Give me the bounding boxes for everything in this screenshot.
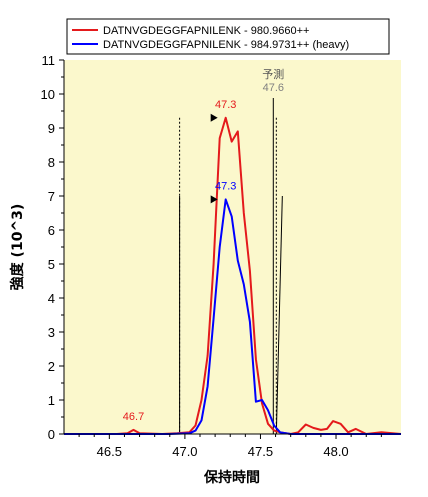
y-tick-label: 11 bbox=[42, 53, 56, 68]
predicted-value: 47.6 bbox=[263, 82, 284, 94]
x-axis-title: 保持時間 bbox=[203, 469, 260, 486]
y-axis-ticks: 0 1 2 3 4 5 6 7 8 9 10 11 bbox=[41, 53, 64, 442]
series-lines bbox=[64, 116, 402, 435]
x-tick-label: 48.0 bbox=[323, 444, 348, 459]
peak-arrow-icon bbox=[210, 113, 218, 122]
x-tick-label: 47.5 bbox=[248, 444, 273, 459]
legend-label-0: DATNVGDEGGFAPNILENK - 980.9660++ bbox=[103, 25, 309, 37]
peak-label: 47.3 bbox=[215, 180, 236, 192]
peak-arrow-icon bbox=[210, 195, 218, 204]
plot-area bbox=[64, 60, 401, 434]
x-tick-label: 47.0 bbox=[172, 444, 197, 459]
peak-boundary-solid bbox=[275, 195, 283, 435]
legend-box bbox=[66, 18, 390, 55]
y-tick-label: 2 bbox=[48, 359, 55, 374]
y-tick-label: 1 bbox=[48, 393, 55, 408]
series-line-1 bbox=[64, 198, 401, 435]
y-tick-label: 10 bbox=[41, 87, 55, 102]
y-tick-label: 8 bbox=[48, 155, 55, 170]
y-tick-label: 7 bbox=[48, 189, 55, 204]
y-tick-label: 3 bbox=[48, 325, 55, 340]
predicted-label: 予測 bbox=[262, 67, 284, 81]
y-axis-title: 強度 (10^3) bbox=[9, 204, 26, 291]
y-tick-label: 4 bbox=[48, 291, 55, 306]
legend: DATNVGDEGGFAPNILENK - 980.9660++ DATNVGDE… bbox=[66, 18, 390, 55]
peak-annotations: 46.7 47.3 47.3 bbox=[123, 99, 237, 423]
legend-label-1: DATNVGDEGGFAPNILENK - 984.9731++ (heavy) bbox=[103, 39, 349, 51]
y-tick-label: 6 bbox=[48, 223, 55, 238]
peak-boundaries bbox=[179, 117, 283, 435]
peak-label: 47.3 bbox=[215, 99, 236, 111]
y-tick-label: 0 bbox=[48, 427, 55, 442]
peak-label: 46.7 bbox=[123, 411, 144, 423]
x-axis-ticks: 46.5 47.0 47.5 48.0 bbox=[78, 434, 382, 459]
y-tick-label: 9 bbox=[48, 121, 55, 136]
y-tick-label: 5 bbox=[48, 257, 55, 272]
x-tick-label: 46.5 bbox=[97, 444, 122, 459]
